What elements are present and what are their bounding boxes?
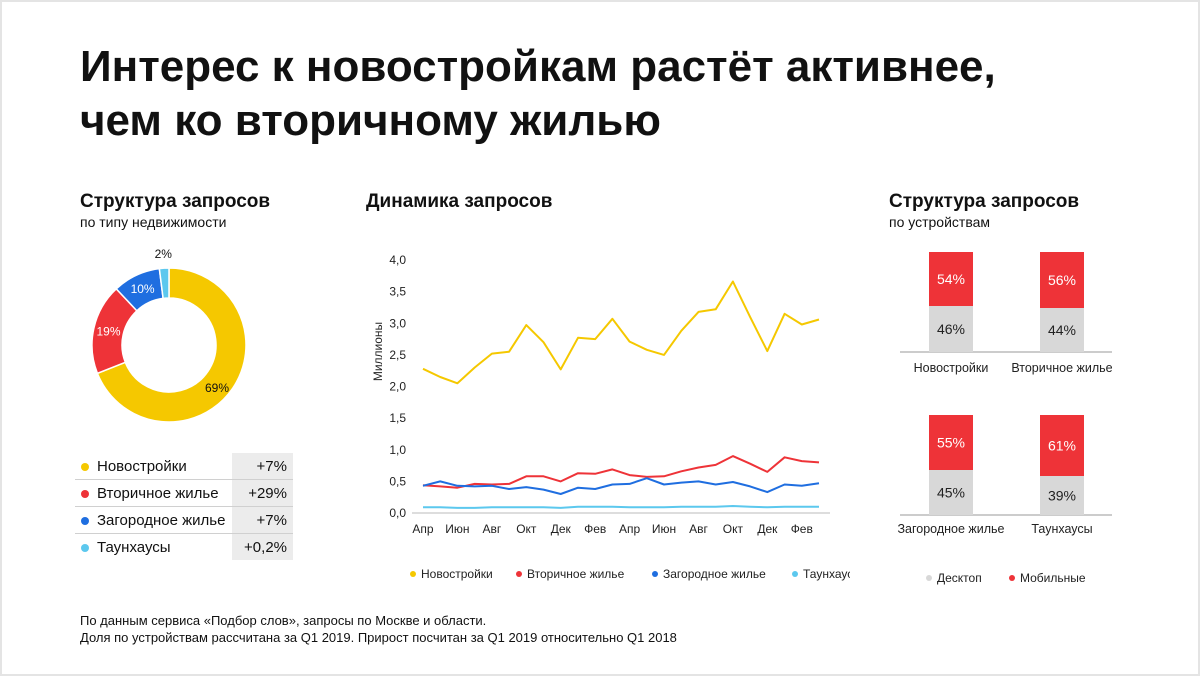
legend-label: Таунхаусы bbox=[97, 538, 171, 556]
donut-section-subtitle: по типу недвижимости bbox=[80, 214, 227, 230]
donut-slice bbox=[158, 267, 170, 300]
footnote-line-2: Доля по устройствам рассчитана за Q1 201… bbox=[80, 630, 677, 645]
legend-label: Вторичное жилье bbox=[527, 567, 625, 581]
bar-label-desktop: 39% bbox=[1048, 488, 1076, 504]
x-tick-label: Фев bbox=[584, 522, 606, 536]
legend-dot-icon bbox=[81, 516, 89, 525]
page-title-line-2: чем ко вторичному жилью bbox=[80, 96, 661, 145]
donut-label: 2% bbox=[155, 247, 173, 261]
x-tick-label: Авг bbox=[482, 522, 501, 536]
x-tick-label: Окт bbox=[723, 522, 744, 536]
legend-label: Таунхаусы bbox=[803, 567, 850, 581]
legend-label: Загородное жилье bbox=[663, 567, 766, 581]
legend-dot-icon bbox=[926, 575, 932, 581]
donut-label: 19% bbox=[96, 324, 120, 338]
y-tick-label: 2,0 bbox=[389, 380, 406, 394]
page-title-line-1: Интерес к новостройкам растёт активнее, bbox=[80, 42, 996, 91]
bar-desktop bbox=[1040, 308, 1084, 352]
legend-dot-icon bbox=[652, 571, 658, 577]
x-tick-label: Июн bbox=[652, 522, 676, 536]
legend-label: Новостройки bbox=[421, 567, 493, 581]
bar-label-mobile: 56% bbox=[1048, 272, 1076, 288]
device-section-subtitle: по устройствам bbox=[889, 214, 991, 230]
bar-desktop bbox=[929, 470, 973, 515]
legend-dot-icon bbox=[81, 489, 89, 498]
bar-category-label: Новостройки bbox=[914, 361, 989, 375]
y-tick-label: 3,0 bbox=[389, 316, 406, 330]
bar-category-label: Вторичное жилье bbox=[1011, 361, 1112, 375]
x-tick-label: Июн bbox=[445, 522, 469, 536]
series-line bbox=[422, 455, 820, 489]
bar-label-desktop: 44% bbox=[1048, 322, 1076, 338]
legend-row-new-buildings: Новостройки +7% bbox=[75, 453, 293, 480]
bar-label-mobile: 54% bbox=[937, 271, 965, 287]
legend-label: Десктоп bbox=[937, 571, 982, 585]
bar-desktop bbox=[1040, 476, 1084, 515]
line-section-title: Динамика запросов bbox=[366, 191, 553, 212]
legend-label: Новостройки bbox=[97, 457, 187, 475]
device-section-title: Структура запросов bbox=[889, 191, 1080, 212]
legend-growth: +29% bbox=[232, 479, 293, 507]
legend-dot-icon bbox=[81, 462, 89, 471]
legend-growth: +7% bbox=[232, 506, 293, 534]
donut-section-title: Структура запросов bbox=[80, 191, 271, 212]
donut-slice bbox=[96, 267, 247, 423]
y-tick-label: 0,5 bbox=[389, 474, 406, 488]
x-tick-label: Дек bbox=[551, 522, 572, 536]
legend-label: Вторичное жилье bbox=[97, 484, 219, 502]
x-tick-label: Окт bbox=[516, 522, 537, 536]
footnote: По данным сервиса «Подбор слов», запросы… bbox=[80, 612, 677, 646]
x-tick-label: Апр bbox=[619, 522, 641, 536]
series-line bbox=[422, 477, 820, 495]
series-line bbox=[422, 280, 820, 385]
bar-category-label: Таунхаусы bbox=[1031, 522, 1092, 536]
bar-mobile bbox=[929, 415, 973, 470]
donut-chart: 69% 19% 10% 2% bbox=[91, 247, 247, 423]
legend-growth: +0,2% bbox=[232, 533, 293, 560]
footnote-line-1: По данным сервиса «Подбор слов», запросы… bbox=[80, 613, 487, 628]
bar-label-desktop: 46% bbox=[937, 321, 965, 337]
legend-label: Мобильные bbox=[1020, 571, 1086, 585]
bar-desktop bbox=[929, 306, 973, 352]
legend-row-townhouses: Таунхаусы +0,2% bbox=[75, 533, 293, 560]
bar-mobile bbox=[1040, 415, 1084, 476]
series-line bbox=[423, 505, 819, 509]
x-tick-label: Дек bbox=[757, 522, 778, 536]
legend-dot-icon bbox=[516, 571, 522, 577]
x-tick-label: Апр bbox=[412, 522, 434, 536]
donut-label: 10% bbox=[131, 282, 155, 296]
line-chart: 0,0 0,5 1,0 1,5 2,0 2,5 3,0 3,5 4,0 Миллионы Апр Ию… bbox=[371, 253, 850, 581]
y-tick-label: 1,0 bbox=[389, 443, 406, 457]
legend-row-country: Загородное жилье +7% bbox=[75, 506, 293, 534]
y-tick-label: 0,0 bbox=[389, 506, 406, 520]
legend-dot-icon bbox=[410, 571, 416, 577]
y-tick-label: 1,5 bbox=[389, 411, 406, 425]
bar-label-mobile: 61% bbox=[1048, 438, 1076, 454]
bar-mobile bbox=[1040, 252, 1084, 308]
stacked-bar-chart: 46% 54% Новостройки 44% 56% Вторичное жилье 45… bbox=[897, 252, 1113, 585]
y-tick-label: 4,0 bbox=[389, 253, 406, 267]
x-tick-label: Фев bbox=[791, 522, 813, 536]
bar-category-label: Загородное жилье bbox=[897, 522, 1004, 536]
legend-dot-icon bbox=[792, 571, 798, 577]
legend-growth: +7% bbox=[232, 453, 293, 480]
y-tick-label: 2,5 bbox=[389, 348, 406, 362]
legend-dot-icon bbox=[81, 543, 89, 552]
legend-growth-table: Новостройки +7% Вторичное жилье +29% Заг… bbox=[75, 453, 293, 560]
x-tick-label: Авг bbox=[689, 522, 708, 536]
legend-dot-icon bbox=[1009, 575, 1015, 581]
legend-label: Загородное жилье bbox=[97, 511, 226, 529]
page-title: Интерес к новостройкам растёт активнее, … bbox=[80, 40, 996, 148]
bar-mobile bbox=[929, 252, 973, 306]
bar-label-desktop: 45% bbox=[937, 485, 965, 501]
y-tick-label: 3,5 bbox=[389, 285, 406, 299]
y-axis-title: Миллионы bbox=[371, 322, 385, 381]
legend-row-secondary: Вторичное жилье +29% bbox=[75, 479, 293, 507]
donut-label: 69% bbox=[205, 381, 229, 395]
bar-label-mobile: 55% bbox=[937, 435, 965, 451]
